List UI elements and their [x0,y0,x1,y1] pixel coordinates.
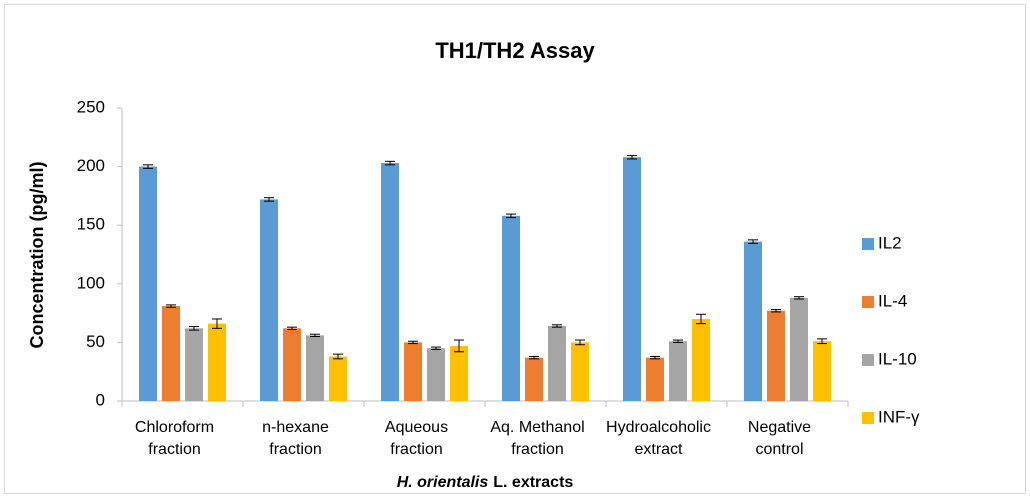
error-bar [385,160,395,166]
x-tick-label: extract [634,441,683,458]
bar [427,348,445,401]
bar [381,163,399,401]
bar [767,310,785,401]
bar [623,157,641,401]
error-bar [333,353,343,360]
x-axis-label-rest: L. extracts [493,474,573,491]
legend-swatch [862,412,874,424]
bar [208,323,226,401]
error-bar [575,339,585,346]
error-bar [408,340,418,345]
x-tick-label: Aq. Methanol [490,419,584,436]
error-bar [650,355,660,360]
error-bar [673,339,683,343]
y-tick-label: 200 [77,156,105,175]
y-tick-label: 150 [77,215,105,234]
legend-swatch [862,238,874,250]
legend-swatch [862,354,874,366]
error-bar [627,154,637,160]
x-tick-label: fraction [148,441,200,458]
bar [646,357,664,401]
bar [790,297,808,401]
bar [306,335,324,401]
bar [813,341,831,401]
error-bar [431,346,441,350]
x-tick-label: fraction [269,441,321,458]
error-bar [189,326,199,331]
bar [185,328,203,401]
bar [502,215,520,401]
x-tick-label: control [755,441,803,458]
bar [162,306,180,401]
error-bar [454,339,464,353]
bar [571,342,589,401]
error-bar [287,326,297,331]
bar [139,166,157,401]
y-tick-label: 0 [96,390,105,409]
error-bar [696,313,706,325]
bar [525,357,543,401]
x-tick-label: Negative [748,419,811,436]
y-tick-label: 50 [86,332,105,351]
bar [260,199,278,401]
legend-label: INF-γ [878,407,920,426]
legend-swatch [862,296,874,308]
legend-label: IL-4 [878,291,907,310]
x-tick-label: Chloroform [135,419,214,436]
y-tick-label: 100 [77,273,105,292]
x-tick-label: n-hexane [262,419,329,436]
error-bar [748,239,758,244]
bar [283,328,301,401]
chart-title: TH1/TH2 Assay [435,38,595,63]
error-bar [529,355,539,360]
error-bar [310,333,320,338]
x-axis-label: H. orientalis L. extracts [397,474,574,491]
legend-label: IL-10 [878,349,917,368]
error-bar [506,213,516,219]
bar [404,342,422,401]
bar [548,325,566,401]
bar [669,341,687,401]
bar [329,356,347,401]
y-tick-label: 250 [77,97,105,116]
x-tick-label: fraction [390,441,442,458]
x-tick-label: fraction [511,441,563,458]
error-bar [166,304,176,308]
bar [450,345,468,401]
x-tick-label: Aqueous [385,419,448,436]
error-bar [143,164,153,169]
error-bar [771,309,781,313]
error-bar [264,197,274,202]
bar [744,241,762,401]
x-tick-label: Hydroalcoholic [606,419,711,436]
error-bar [552,324,562,328]
error-bar [212,318,222,329]
y-axis-label: Concentration (pg/ml) [27,162,47,349]
error-bar [794,296,804,300]
x-axis-label-italic: H. orientalis [397,474,489,491]
error-bar [817,338,827,345]
legend-label: IL2 [878,233,902,252]
bar [692,318,710,401]
